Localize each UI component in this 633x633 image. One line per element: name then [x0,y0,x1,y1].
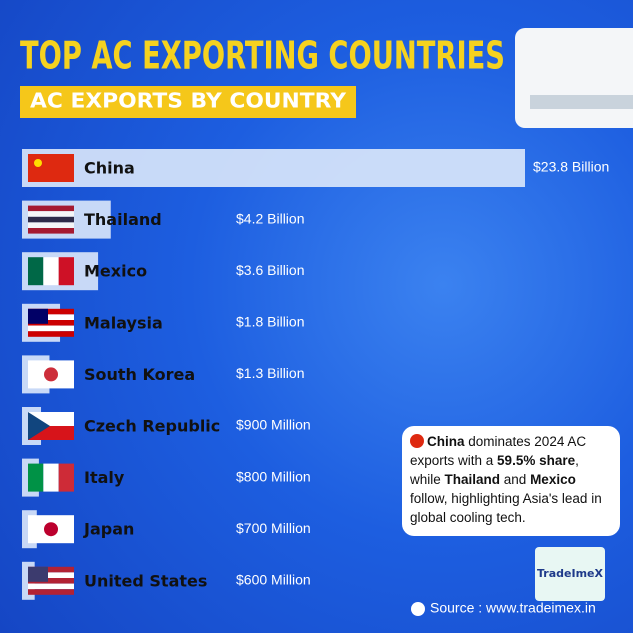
category-label: China [84,159,135,178]
flag [58,463,74,492]
flag [43,257,59,286]
category-label: United States [84,571,207,590]
flag [34,159,42,167]
flag [28,566,48,582]
annotation-text: , while [410,453,579,487]
flag [28,308,48,324]
flag [28,463,44,492]
chart-title: TOP AC EXPORTING COUNTRIES [20,34,505,78]
value-label: $1.8 Billion [236,314,305,330]
value-label: $1.3 Billion [236,365,305,381]
subtitle-band [20,86,356,118]
category-label: Japan [83,520,134,539]
chart-subtitle: AC EXPORTS BY COUNTRY [30,89,347,113]
flag [28,566,74,573]
flag [43,463,59,492]
category-label: Italy [84,468,125,487]
category-label: Czech Republic [84,417,220,436]
flag [28,216,74,223]
value-label: $3.6 Billion [236,262,305,278]
globe-icon [411,602,425,616]
annotation-text: Mexico [530,472,576,487]
flag [28,578,74,584]
flag-icon [410,434,424,448]
bar [22,149,525,187]
annotation-text: dominates 2024 AC exports with a [410,434,587,468]
value-label: $4.2 Billion [236,210,305,226]
category-label: Malaysia [84,313,163,332]
annotation-box: China dominates 2024 AC exports with a 5… [402,426,620,536]
logo: TradeImeX [537,567,603,580]
flag [28,583,74,590]
annotation-text: follow, highlighting Asia's lead in glob… [410,491,602,525]
logo-box [535,547,605,601]
annotation-text: 59.5% share [497,453,576,468]
flag [28,331,74,337]
category-label: South Korea [84,365,195,384]
ac-unit-image [515,28,633,128]
flag [58,257,74,286]
flag [28,572,74,578]
category-label: Mexico [84,262,147,281]
annotation-text: Thailand [444,472,501,487]
source: Source : www.tradeimex.in [430,600,596,616]
flag [28,228,74,234]
annotation-text: China [427,434,465,449]
flag [28,154,74,182]
flag [28,257,44,286]
flag [28,314,74,320]
flag [28,222,74,228]
value-label: $23.8 Billion [533,159,609,175]
flag [28,205,74,212]
flag [28,325,74,332]
value-label: $600 Million [236,572,311,588]
flag [44,367,58,382]
flag [28,589,74,595]
flag [44,522,58,537]
category-label: Thailand [84,210,162,229]
annotation-text: and [500,472,531,487]
value-label: $900 Million [236,417,311,433]
flag [28,320,74,326]
value-label: $800 Million [236,468,311,484]
ac-vent [530,95,633,109]
value-label: $700 Million [236,520,311,536]
flag [28,412,50,440]
flag [28,211,74,217]
flag [28,308,74,315]
